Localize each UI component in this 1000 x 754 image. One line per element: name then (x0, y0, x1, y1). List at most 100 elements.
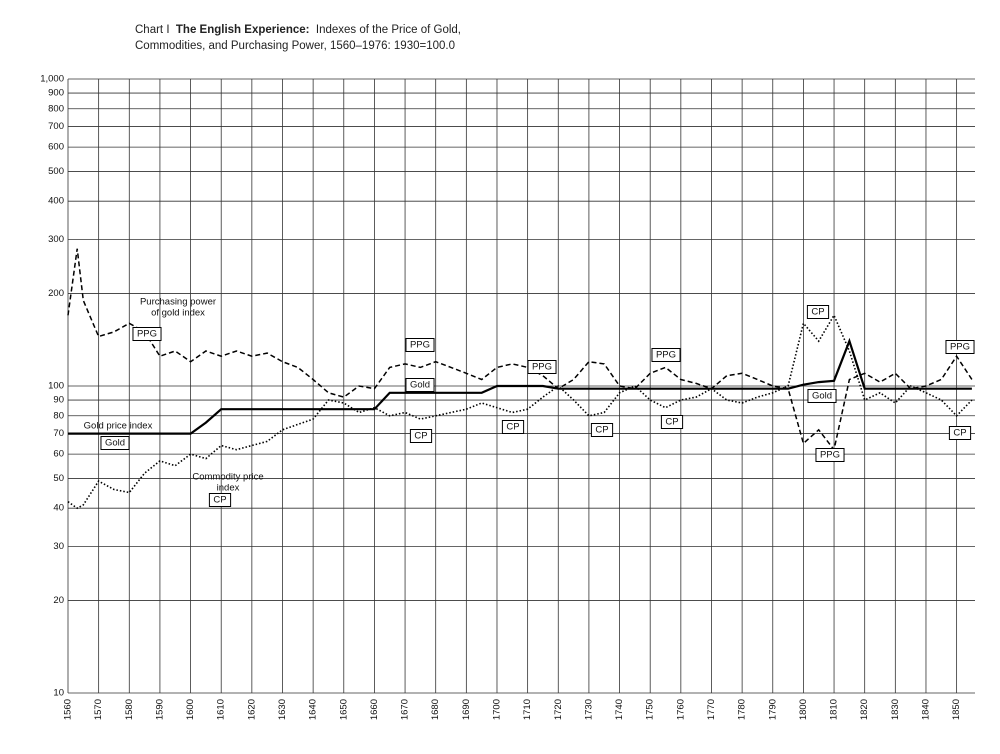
series-label: PPG (527, 360, 557, 374)
y-tick-label: 70 (53, 428, 64, 439)
series-label-text: Gold (410, 380, 430, 391)
label-box (590, 423, 614, 437)
series-line (67, 248, 973, 452)
title-text: Indexes of the Price of Gold, Commoditie… (135, 24, 461, 52)
series-label: CP (208, 493, 232, 507)
label-box (527, 360, 557, 374)
y-tick-label: 800 (48, 103, 64, 114)
x-tick-label: 1740 (614, 699, 625, 720)
label-box (405, 378, 435, 392)
series-label: PPG (132, 327, 162, 341)
series-label-text: CP (811, 307, 824, 318)
series-label-text: CP (953, 428, 966, 439)
y-tick-label: 10 (53, 688, 64, 699)
annotation: Commodity price (192, 472, 263, 483)
annotation: index (217, 483, 240, 494)
x-tick-label: 1750 (645, 699, 656, 720)
y-tick-label: 40 (53, 503, 64, 514)
label-box (651, 348, 681, 362)
x-tick-label: 1700 (492, 699, 503, 720)
series-label: PPG (945, 340, 975, 354)
y-tick-label: 400 (48, 196, 64, 207)
series-label-text: CP (414, 431, 427, 442)
y-tick-label: 600 (48, 142, 64, 153)
y-tick-label: 100 (48, 381, 64, 392)
y-tick-label: 500 (48, 166, 64, 177)
series-label-text: CP (665, 417, 678, 428)
x-tick-label: 1620 (246, 699, 257, 720)
series-label-text: PPG (410, 340, 430, 351)
x-tick-label: 1710 (522, 699, 533, 720)
y-tick-label: 60 (53, 449, 64, 460)
label-box (807, 389, 837, 403)
x-tick-label: 1720 (553, 699, 564, 720)
series-label: PPG (405, 338, 435, 352)
series-label-text: PPG (820, 450, 840, 461)
y-tick-label: 50 (53, 473, 64, 484)
y-tick-label: 700 (48, 121, 64, 132)
y-tick-label: 20 (53, 595, 64, 606)
annotation: Gold price index (84, 421, 153, 432)
x-tick-label: 1810 (829, 699, 840, 720)
series-label-text: Gold (812, 391, 832, 402)
series-label-text: PPG (137, 329, 157, 340)
label-box (405, 338, 435, 352)
x-tick-label: 1670 (400, 699, 411, 720)
label-box (948, 426, 972, 440)
series-label: CP (948, 426, 972, 440)
x-tick-label: 1600 (185, 699, 196, 720)
label-box (100, 436, 130, 450)
series-label: CP (409, 429, 433, 443)
series-label: CP (590, 423, 614, 437)
x-tick-label: 1800 (798, 699, 809, 720)
series-label-text: PPG (532, 362, 552, 373)
series-label: PPG (815, 448, 845, 462)
series-line (68, 337, 972, 435)
label-box (132, 327, 162, 341)
x-tick-label: 1680 (430, 699, 441, 720)
series-label-text: CP (213, 495, 226, 506)
y-tick-label: 30 (53, 541, 64, 552)
y-tick-label: 1,000 (40, 74, 64, 85)
series-line (67, 313, 973, 510)
label-box (501, 420, 525, 434)
x-tick-label: 1850 (951, 699, 962, 720)
title-bold: The English Experience: (175, 24, 310, 36)
x-tick-label: 1780 (737, 699, 748, 720)
title-prefix: Chart I (135, 24, 170, 36)
x-tick-label: 1570 (93, 699, 104, 720)
annotation: of gold index (151, 308, 205, 319)
chart-title: Chart I The English Experience: Indexes … (135, 22, 515, 54)
series-label-text: CP (595, 425, 608, 436)
x-tick-label: 1760 (675, 699, 686, 720)
x-tick-label: 1560 (63, 699, 74, 720)
series-label: PPG (651, 348, 681, 362)
x-tick-label: 1660 (369, 699, 380, 720)
x-tick-label: 1840 (920, 699, 931, 720)
series-label-text: CP (506, 422, 519, 433)
series-label-text: PPG (656, 350, 676, 361)
series-label: Gold (100, 436, 130, 450)
x-tick-label: 1580 (124, 699, 135, 720)
label-box (208, 493, 232, 507)
label-box (945, 340, 975, 354)
x-tick-label: 1690 (461, 699, 472, 720)
series-label: CP (806, 305, 830, 319)
y-tick-label: 90 (53, 395, 64, 406)
label-box (409, 429, 433, 443)
x-tick-label: 1650 (338, 699, 349, 720)
y-tick-label: 80 (53, 410, 64, 421)
annotation: Purchasing power (140, 297, 216, 308)
x-tick-label: 1610 (216, 699, 227, 720)
series-label-text: PPG (950, 342, 970, 353)
label-box (806, 305, 830, 319)
x-tick-label: 1640 (308, 699, 319, 720)
x-tick-label: 1590 (154, 699, 165, 720)
y-tick-label: 200 (48, 288, 64, 299)
series-label: Gold (405, 378, 435, 392)
x-tick-label: 1770 (706, 699, 717, 720)
label-box (660, 415, 684, 429)
series-label-text: Gold (105, 438, 125, 449)
